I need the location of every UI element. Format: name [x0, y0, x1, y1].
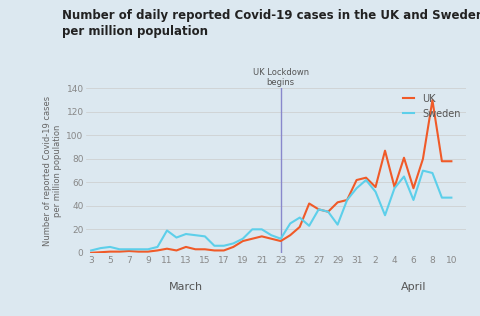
Text: March: March	[169, 283, 203, 292]
Text: UK Lockdown
begins: UK Lockdown begins	[252, 68, 309, 87]
Text: Number of daily reported Covid-19 cases in the UK and Sweden
per million populat: Number of daily reported Covid-19 cases …	[62, 9, 480, 39]
Text: April: April	[401, 283, 426, 292]
Y-axis label: Number of reported Covid-19 cases
per million population: Number of reported Covid-19 cases per mi…	[43, 95, 62, 246]
Legend: UK, Sweden: UK, Sweden	[399, 90, 465, 123]
